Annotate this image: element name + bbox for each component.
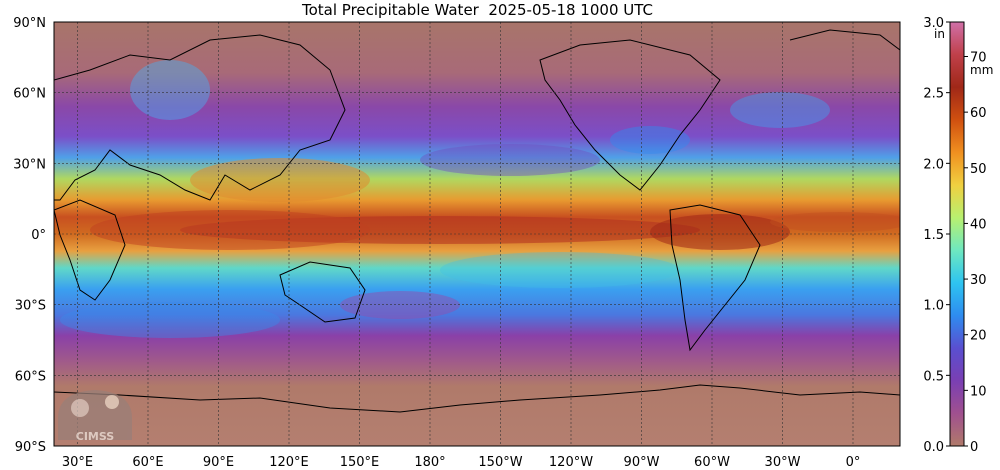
colorbar-mm-ticks: 70 60 50 40 30 20 10 0: [964, 50, 987, 455]
colorbar-unit-mm: mm: [970, 63, 993, 77]
inch-tick-label: 2.0: [923, 157, 944, 172]
australia-dry: [340, 291, 460, 319]
longitude-label: 90°W: [624, 455, 660, 470]
colorbar-inch-ticks: 3.0 2.5 2.0 1.5 1.0 0.5 0.0: [923, 16, 950, 455]
colorbar-scale: [950, 22, 964, 446]
inch-tick-label: 0.5: [923, 369, 944, 384]
mm-tick-label: 60: [970, 106, 987, 121]
longitude-label: 60°W: [694, 455, 730, 470]
logo-sun-icon: [105, 395, 119, 409]
longitude-label: 0°: [846, 455, 861, 470]
mm-tick-label: 70: [970, 50, 987, 65]
eurasia-coast: [54, 34, 346, 201]
longitude-label: 150°W: [478, 455, 522, 470]
inch-tick-label: 0.0: [923, 440, 944, 455]
inch-tick-label: 1.0: [923, 299, 944, 314]
north-america-moisture: [610, 126, 690, 154]
colorbar: in mm 3.0 2.5 2.0 1.5 1.0 0.5 0.0 70 60 50 40 30 20…: [923, 16, 993, 455]
pacific-dry-patch: [420, 144, 600, 176]
atlantic-itcz: [770, 212, 900, 232]
latitude-label: 0°: [31, 228, 46, 243]
latitude-label: 30°N: [13, 157, 46, 172]
australia-coast: [279, 261, 366, 323]
south-pacific-plume: [440, 252, 680, 288]
coastlines: [54, 29, 900, 413]
longitude-label: 120°E: [269, 455, 309, 470]
mm-tick-label: 0: [970, 440, 978, 455]
mm-tick-label: 20: [970, 329, 987, 344]
africa-coast: [54, 199, 126, 301]
latitude-label: 90°N: [13, 16, 46, 31]
mm-tick-label: 40: [970, 217, 987, 232]
longitude-labels: 30°E 60°E 90°E 120°E 150°E 180° 150°W 120°W 90°W…: [62, 455, 861, 470]
mm-tick-label: 30: [970, 273, 987, 288]
north-atlantic-plume: [730, 92, 830, 128]
map-frame: [53, 21, 901, 447]
logo-text: CIMSS: [76, 430, 115, 443]
latitude-label: 60°S: [15, 369, 46, 384]
cimss-logo: CIMSS: [58, 390, 132, 443]
antarctica-coast: [54, 384, 900, 413]
amazon-moisture: [650, 214, 790, 250]
graticule: [54, 22, 900, 446]
longitude-label: 90°E: [203, 455, 234, 470]
latitude-label: 60°N: [13, 87, 46, 102]
colorbar-unit-in: in: [934, 27, 945, 41]
latitude-label: 30°S: [15, 299, 46, 314]
inch-tick-label: 1.5: [923, 228, 944, 243]
latitude-label: 90°S: [15, 440, 46, 455]
logo-globe-icon: [71, 399, 89, 417]
longitude-label: 150°E: [340, 455, 380, 470]
europe-moisture: [130, 60, 210, 120]
longitude-label: 30°W: [765, 455, 801, 470]
map-title: Total Precipitable Water 2025-05-18 1000…: [301, 1, 653, 19]
mm-tick-label: 10: [970, 384, 987, 399]
asia-monsoon: [190, 158, 370, 202]
south-america-coast: [669, 204, 761, 352]
north-america-coast: [539, 39, 721, 191]
greenland-coast: [789, 29, 900, 51]
mm-tick-label: 50: [970, 162, 987, 177]
south-indian-plume: [60, 302, 280, 338]
longitude-label: 120°W: [549, 455, 593, 470]
longitude-label: 60°E: [132, 455, 163, 470]
inch-tick-label: 3.0: [923, 16, 944, 31]
latitude-labels: 90°N 60°N 30°N 0° 30°S 60°S 90°S: [13, 16, 46, 455]
longitude-label: 30°E: [62, 455, 93, 470]
longitude-label: 180°: [414, 455, 445, 470]
inch-tick-label: 2.5: [923, 87, 944, 102]
warm-pool-band: [90, 210, 370, 250]
